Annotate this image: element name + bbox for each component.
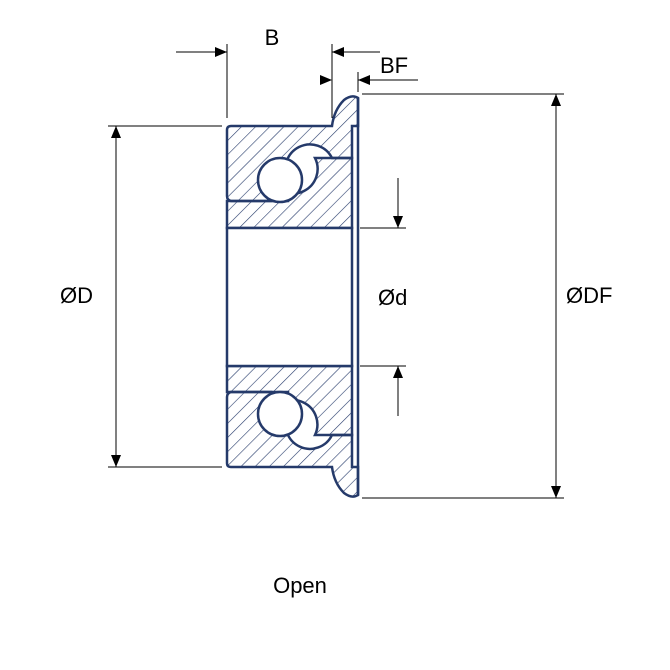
- bearing-cross-section: [227, 96, 358, 496]
- label-D: ØD: [60, 283, 93, 308]
- bore: [227, 228, 352, 366]
- label-DF: ØDF: [566, 283, 612, 308]
- bearing-diagram: B BF ØD Ød ØDF Open: [0, 0, 670, 670]
- dim-BF: BF: [320, 53, 418, 92]
- label-d: Ød: [378, 285, 407, 310]
- ball-bottom: [258, 392, 302, 436]
- label-B: B: [265, 25, 280, 50]
- ball-top: [258, 158, 302, 202]
- caption: Open: [273, 573, 327, 598]
- dim-d: Ød: [360, 178, 407, 416]
- dim-D: ØD: [60, 126, 222, 467]
- label-BF: BF: [380, 53, 408, 78]
